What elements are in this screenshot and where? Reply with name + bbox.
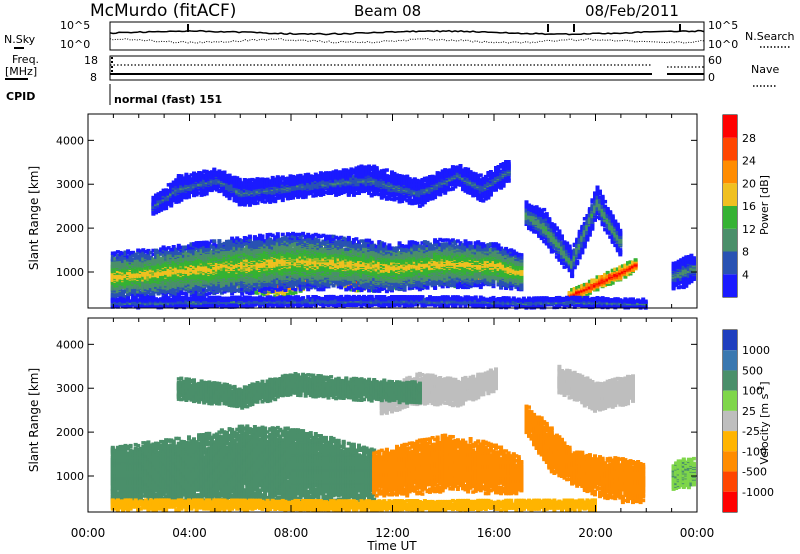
noise-right-tick-top: 10^5 xyxy=(708,19,738,32)
noise-left-tick-top: 10^5 xyxy=(60,19,90,32)
nsky-label: N.Sky xyxy=(4,33,36,46)
nsearch-label: N.Search xyxy=(745,30,795,43)
noise-panel-frame xyxy=(110,22,704,50)
noise-right-tick-bottom: 10^0 xyxy=(708,38,738,51)
noise-traces xyxy=(110,24,704,43)
freq-left-tick-bottom: 8 xyxy=(90,71,97,84)
nave-start-dot xyxy=(111,66,113,68)
freq-unit-label: [MHz] xyxy=(5,65,37,78)
nave-start-dot xyxy=(111,61,113,63)
power-cell xyxy=(294,291,298,295)
nsky-trace xyxy=(110,31,704,35)
radar-rti-figure: McMurdo (fitACF) Beam 08 08/Feb/2011 N.S… xyxy=(0,0,800,554)
nave-label: Nave xyxy=(751,63,779,76)
nave-start-dot xyxy=(111,70,113,72)
power-heatmap-cells xyxy=(111,160,696,310)
freq-left-tick-top: 18 xyxy=(84,54,98,67)
freq-right-tick-bottom: 0 xyxy=(708,71,715,84)
freq-traces xyxy=(110,57,704,74)
cpid-mode: normal (fast) 151 xyxy=(114,93,222,106)
cpid-label: CPID xyxy=(6,90,35,103)
nave-start-dot xyxy=(111,57,113,59)
date-title: 08/Feb/2011 xyxy=(585,2,679,20)
freq-right-tick-top: 60 xyxy=(708,54,722,67)
beam-title: Beam 08 xyxy=(354,2,421,20)
station-title: McMurdo (fitACF) xyxy=(90,1,236,21)
noise-left-tick-bottom: 10^0 xyxy=(60,38,90,51)
nsearch-trace xyxy=(110,39,704,44)
freq-panel-frame xyxy=(110,56,704,80)
